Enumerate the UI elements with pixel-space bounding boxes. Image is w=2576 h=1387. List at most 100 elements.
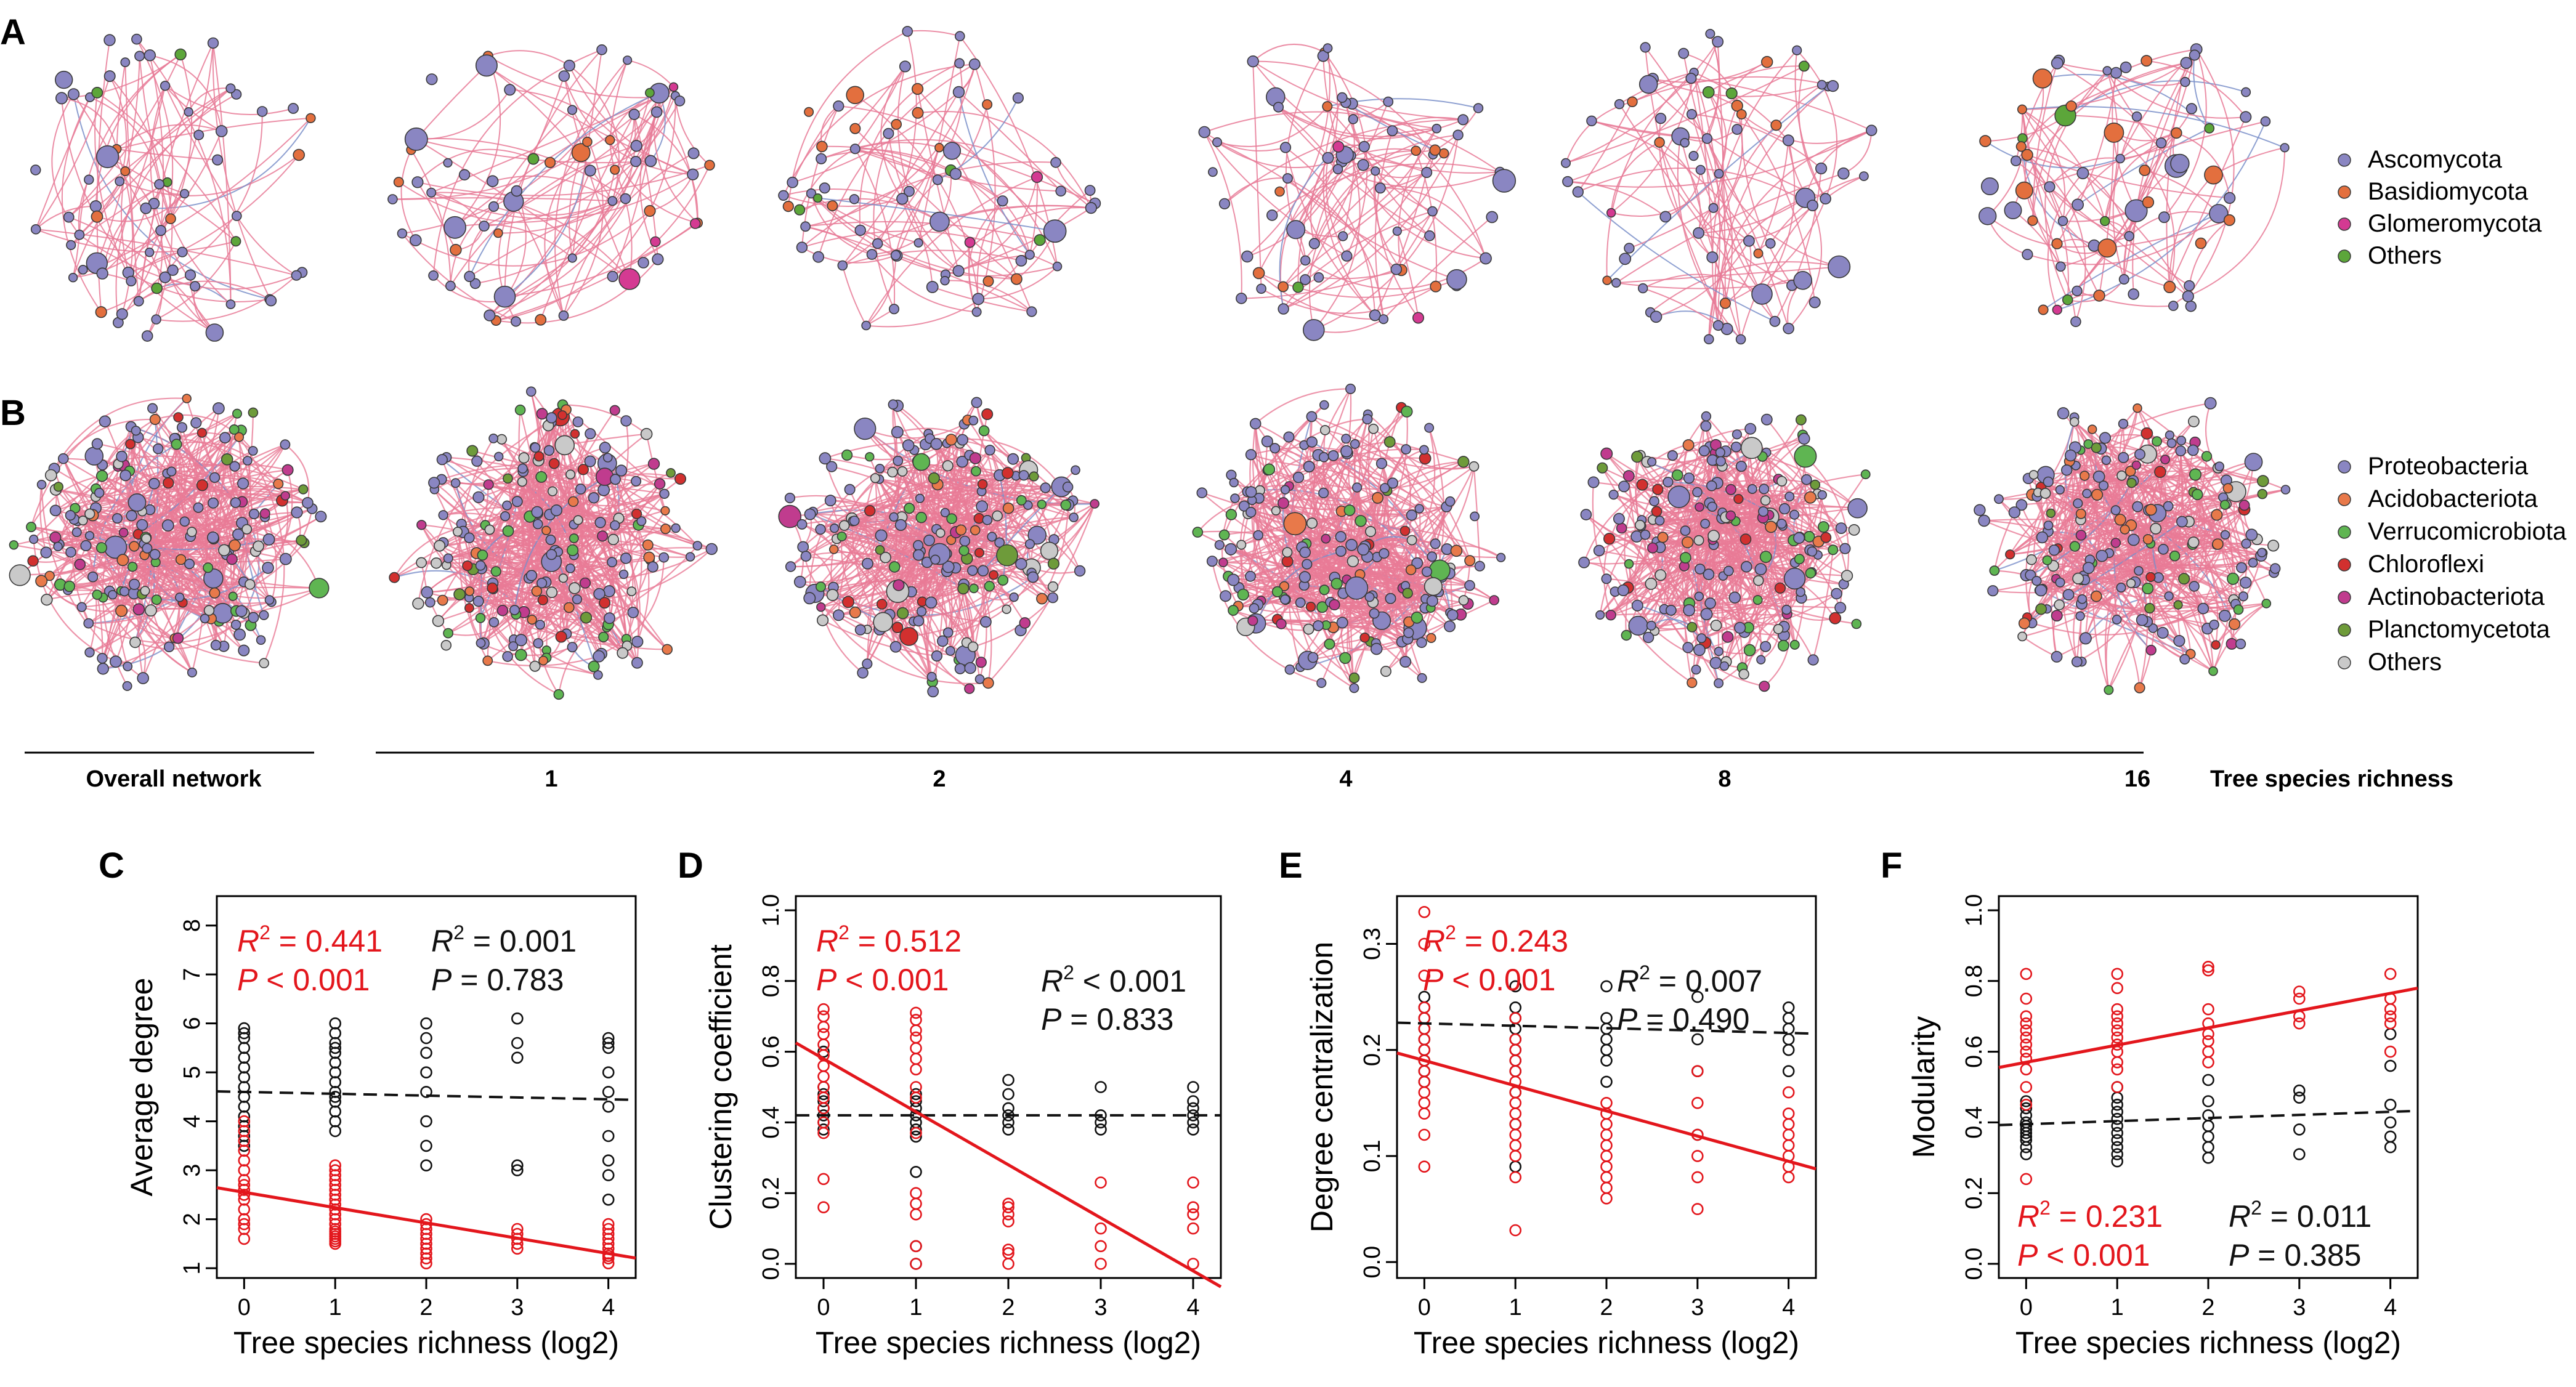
bacterial-node xyxy=(1379,548,1390,559)
fungal-edge xyxy=(1796,50,1838,200)
fungal-network-4 xyxy=(1561,28,1877,345)
bacterial-node xyxy=(2142,582,2154,594)
bacterial-node xyxy=(1196,487,1208,499)
bacterial-node xyxy=(535,471,548,483)
bacterial-edge xyxy=(543,602,606,661)
bacterial-node xyxy=(1687,677,1698,689)
fungal-node xyxy=(151,314,161,325)
fungal-node xyxy=(1627,96,1638,108)
bacterial-edge xyxy=(1233,536,1342,612)
bacterial-node xyxy=(1600,447,1613,460)
fungal-node xyxy=(1338,231,1348,241)
bacterial-node xyxy=(954,663,966,674)
fungal-node xyxy=(926,281,939,293)
bacterial-node xyxy=(140,586,150,596)
bacterial-node xyxy=(888,399,899,410)
fungal-edge xyxy=(805,220,1040,241)
fungal-node xyxy=(397,228,408,239)
bacterial-node xyxy=(209,472,221,483)
bacterial-node xyxy=(577,464,589,475)
bacterial-legend-label: Acidobacteriota xyxy=(2368,485,2538,512)
bacterial-node xyxy=(662,644,673,655)
bacterial-node xyxy=(925,596,938,609)
fungal-edge xyxy=(792,105,840,183)
bacterial-node xyxy=(87,571,99,583)
fungal-node xyxy=(1424,230,1435,241)
bacterial-node xyxy=(1776,475,1788,487)
bacterial-node xyxy=(1781,604,1792,615)
bacterial-edge xyxy=(1432,545,1502,559)
bacterial-node xyxy=(1622,470,1635,482)
fungal-edge xyxy=(2169,116,2246,288)
bacterial-node xyxy=(1734,621,1746,634)
group-label-overall: Overall network xyxy=(86,766,262,792)
bacterial-node xyxy=(2035,603,2047,615)
fungal-node xyxy=(66,240,76,251)
bacterial-node xyxy=(1820,532,1832,543)
fungal-edge xyxy=(1611,72,1695,214)
bacterial-node xyxy=(221,453,233,466)
fungal-node xyxy=(443,158,453,168)
bacterial-node xyxy=(1421,566,1433,577)
bacterial-node xyxy=(849,516,860,526)
bacterial-node xyxy=(2238,499,2250,511)
bacterial-node xyxy=(95,470,108,482)
fungal-node xyxy=(409,234,422,246)
bacterial-node xyxy=(1645,578,1658,590)
bacterial-node xyxy=(1426,595,1438,607)
fungal-edge xyxy=(2113,132,2176,288)
bacterial-node xyxy=(1834,602,1847,614)
bacterial-node xyxy=(245,579,256,590)
bacterial-node xyxy=(642,539,654,551)
bacterial-node xyxy=(580,612,593,624)
bacterial-node xyxy=(1336,617,1348,629)
bacterial-node xyxy=(923,535,935,546)
bacterial-node xyxy=(517,463,528,474)
fungal-node xyxy=(1012,92,1024,104)
bacterial-node xyxy=(826,589,839,601)
bacterial-node xyxy=(1047,557,1059,570)
bacterial-node xyxy=(1841,570,1853,582)
bacterial-node xyxy=(647,561,658,573)
bacterial-edge xyxy=(2168,496,2224,507)
bacterial-edge xyxy=(646,434,666,511)
bacterial-node xyxy=(1458,595,1469,606)
fungal-edge xyxy=(487,50,570,67)
fungal-node xyxy=(207,37,219,49)
bacterial-node xyxy=(256,635,266,645)
bacterial-node xyxy=(147,403,158,414)
fungal-edge xyxy=(2128,142,2162,237)
bacterial-node xyxy=(2018,617,2030,629)
bacterial-node xyxy=(1299,546,1311,559)
bacterial-node xyxy=(1851,618,1862,629)
bacterial-node xyxy=(412,597,424,610)
bacterial-edge xyxy=(1322,583,1470,608)
fungal-edge xyxy=(139,55,171,219)
bacterial-edge xyxy=(1307,638,1408,661)
fungal-node xyxy=(812,193,823,203)
bacterial-node xyxy=(1365,525,1377,537)
fungal-network-edges-4 xyxy=(1565,33,1873,340)
bacterial-node xyxy=(1804,491,1817,504)
bacterial-node xyxy=(824,495,836,507)
fungal-edge xyxy=(1725,240,1752,304)
bacterial-node xyxy=(172,632,184,644)
fungal-node xyxy=(584,164,596,177)
bacterial-node xyxy=(567,642,578,653)
bacterial-node xyxy=(151,594,162,605)
fungal-node xyxy=(411,176,424,188)
bacterial-edge xyxy=(577,483,660,521)
bacterial-node xyxy=(2214,461,2224,472)
bacterial-node xyxy=(1372,491,1384,504)
bacterial-node xyxy=(1345,538,1358,551)
bacterial-node xyxy=(9,564,31,586)
bacterial-node xyxy=(1302,559,1313,570)
fungal-node xyxy=(1614,99,1625,110)
bacterial-node xyxy=(1468,461,1480,472)
fungal-node xyxy=(1480,252,1492,265)
bacterial-node xyxy=(1427,551,1438,562)
bacterial-node xyxy=(543,445,555,456)
fungal-edge xyxy=(1282,150,1417,288)
bacterial-node xyxy=(928,472,940,485)
bacterial-edge xyxy=(2147,544,2219,623)
